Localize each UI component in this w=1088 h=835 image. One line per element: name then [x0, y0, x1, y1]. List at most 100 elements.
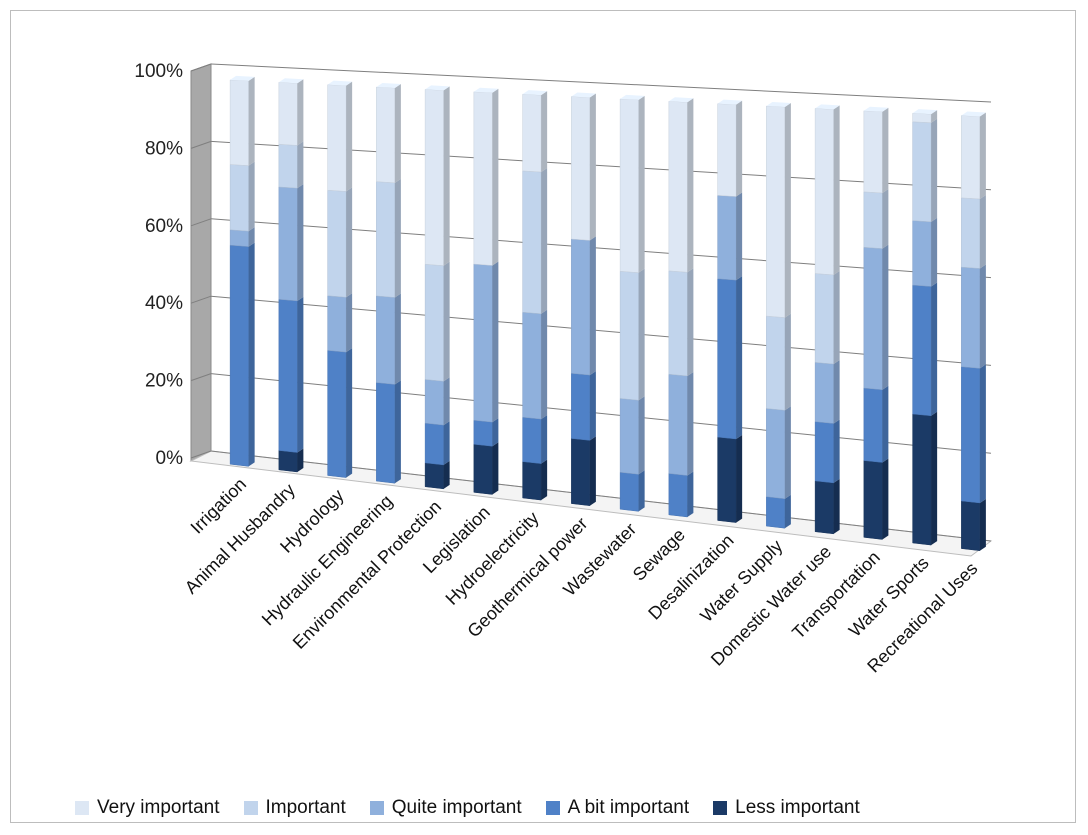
bar-segment [766, 494, 791, 529]
legend-label: A bit important [567, 797, 690, 818]
bar-segment [278, 78, 304, 146]
bar-side [833, 270, 840, 365]
bar-side [784, 494, 791, 529]
bar-face [327, 350, 347, 478]
bar-face [376, 382, 396, 484]
bar-side [248, 76, 255, 166]
legend-swatch [75, 801, 89, 815]
bar-top [863, 106, 889, 112]
bar-face [814, 273, 834, 365]
bar-face [327, 84, 347, 192]
bar-side [443, 86, 450, 266]
bar-segment [229, 75, 255, 166]
bar-side [687, 371, 694, 476]
bar-segment [717, 192, 743, 281]
bar-face [571, 96, 591, 241]
side-wall [190, 63, 212, 462]
gridline-side [190, 373, 212, 382]
bar-face [424, 422, 444, 466]
bar-segment [424, 261, 450, 382]
bar-face [961, 366, 981, 504]
bar-segment [278, 141, 304, 189]
bar-face [424, 462, 444, 490]
bar-segment [376, 178, 401, 298]
bar-face [278, 450, 298, 473]
bar-segment [863, 385, 889, 463]
y-tick-label: 40% [145, 293, 183, 314]
bar-face [278, 299, 298, 453]
bar-segment [473, 418, 499, 447]
bar-side [443, 421, 450, 465]
bar-side [833, 105, 840, 275]
bar-segment [424, 421, 450, 466]
y-tick-label: 20% [145, 371, 183, 392]
bar-segment [327, 80, 353, 192]
bar-top [230, 75, 255, 81]
bar-side [297, 184, 304, 301]
y-tick-label: 0% [156, 448, 184, 469]
category-label: Hydroelectricity [442, 508, 543, 609]
bar-side [833, 360, 840, 424]
bar-face [424, 89, 444, 266]
bar-face [473, 443, 493, 495]
bar-segment [766, 406, 791, 500]
bar-segment [473, 87, 499, 266]
bar-face [376, 86, 396, 184]
bar-side [979, 498, 986, 551]
bar-face [912, 220, 932, 287]
bar-face [766, 496, 786, 529]
bar-segment [619, 268, 645, 401]
bar-face [668, 101, 688, 273]
bar-face [278, 82, 298, 146]
bar-segment [961, 264, 986, 369]
bar-segment [424, 85, 450, 266]
bar-side [394, 293, 401, 385]
gridline-side [190, 218, 212, 227]
bar-segment [863, 244, 889, 391]
bar-segment [229, 242, 255, 467]
bar-face [473, 91, 493, 266]
bar-segment [863, 458, 889, 540]
bar-segment [766, 102, 791, 318]
bar-segment [912, 282, 938, 417]
bar-side [687, 268, 694, 376]
bar-segment [717, 276, 743, 440]
chart-area: 0% 20% 40% 60% 80% 100% Irrigation Animal Husb… [10, 10, 1076, 823]
bar-side [492, 88, 499, 266]
bar-segment [766, 313, 791, 411]
bar-side [784, 406, 791, 499]
bar-side [638, 396, 645, 475]
bar-side [589, 436, 596, 506]
bar-face [766, 315, 786, 411]
bar-segment [619, 94, 645, 273]
bar-segment [278, 296, 304, 453]
bar-side [346, 348, 353, 478]
bar-face [522, 170, 542, 315]
bar-segment [619, 396, 645, 475]
bar-face [912, 112, 932, 123]
bar-segment [619, 470, 645, 512]
bar-side [784, 313, 791, 411]
bar-face [814, 362, 834, 424]
bar-side [248, 161, 255, 232]
bar-segment [473, 261, 499, 423]
bar-side [931, 110, 938, 123]
bar-face [717, 278, 737, 440]
bar-face [424, 379, 444, 426]
bar-side [346, 293, 353, 353]
legend-label: Important [265, 797, 346, 818]
bar-segment [863, 106, 889, 194]
legend-label: Very important [97, 797, 220, 818]
bar-face [571, 438, 591, 506]
bar-segment [961, 364, 986, 504]
bar-segment [522, 90, 548, 173]
bar-top [912, 109, 938, 115]
bar-side [833, 478, 840, 534]
bar-segment [376, 83, 401, 184]
bar-side [297, 448, 304, 472]
bar-top [425, 85, 450, 91]
bar-side [297, 79, 304, 146]
bar-segment [912, 118, 938, 223]
bar-side [882, 385, 889, 463]
